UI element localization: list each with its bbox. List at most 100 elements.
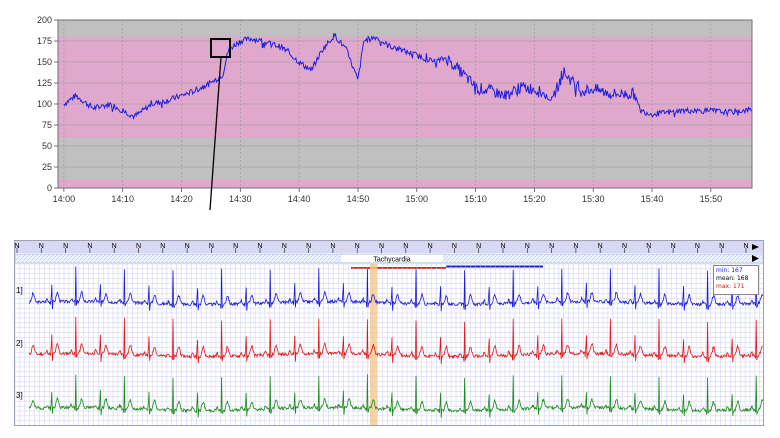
- tachycardia-event-label-box[interactable]: [341, 255, 443, 262]
- beat-label[interactable]: N: [500, 243, 505, 250]
- beat-label[interactable]: N: [549, 243, 554, 250]
- beat-label[interactable]: N: [209, 243, 214, 250]
- x-tick-label: 15:00: [405, 194, 428, 204]
- beat-label[interactable]: N: [185, 243, 190, 250]
- hatch-line: [256, 253, 267, 264]
- hatch-line: [244, 253, 255, 264]
- hatch-line: [144, 253, 155, 264]
- hatch-line: [588, 253, 599, 264]
- hatch-line: [740, 253, 751, 264]
- beat-label[interactable]: N: [646, 243, 651, 250]
- hatch-line: [88, 253, 99, 264]
- hatch-line: [68, 253, 79, 264]
- beat-label[interactable]: N: [428, 243, 433, 250]
- beat-label[interactable]: N: [87, 243, 92, 250]
- event-bar-scroll-arrow[interactable]: [752, 255, 759, 262]
- hatch-line: [624, 253, 635, 264]
- beat-label[interactable]: N: [476, 243, 481, 250]
- beat-label[interactable]: N: [330, 243, 335, 250]
- hatch-line: [252, 253, 263, 264]
- hatch-line: [196, 253, 207, 264]
- hatch-line: [508, 253, 519, 264]
- beat-label[interactable]: N: [743, 243, 748, 250]
- hatch-line: [680, 253, 691, 264]
- hatch-line: [24, 253, 35, 264]
- beat-label[interactable]: N: [525, 243, 530, 250]
- hatch-line: [320, 253, 331, 264]
- hatch-line: [180, 253, 191, 264]
- hatch-line: [156, 253, 167, 264]
- beat-annotation-bar: NNNNNNNNNNNNNNNNNNNNNNNNNNNNNNN: [15, 243, 749, 253]
- hatch-line: [500, 253, 511, 264]
- hatch-line: [228, 253, 239, 264]
- heart-rate-stats-box: min: 167 mean: 168 max: 171: [713, 265, 759, 295]
- beat-label[interactable]: N: [355, 243, 360, 250]
- beat-label[interactable]: N: [136, 243, 141, 250]
- hatch-line: [724, 253, 735, 264]
- x-tick-label: 14:30: [229, 194, 252, 204]
- hatch-line: [172, 253, 183, 264]
- heart-rate-line: [63, 32, 753, 121]
- beat-label[interactable]: N: [695, 243, 700, 250]
- hatch-line: [140, 253, 151, 264]
- beat-label[interactable]: N: [39, 243, 44, 250]
- hatch-line: [164, 253, 175, 264]
- hatch-line: [584, 253, 595, 264]
- hatch-line: [32, 253, 43, 264]
- x-tick-label: 15:40: [641, 194, 664, 204]
- beat-label[interactable]: N: [233, 243, 238, 250]
- hatch-line: [472, 253, 483, 264]
- hatch-line: [80, 253, 91, 264]
- x-tick-label: 15:10: [464, 194, 487, 204]
- hatch-line: [520, 253, 531, 264]
- hatch-line: [604, 253, 615, 264]
- beat-label[interactable]: N: [282, 243, 287, 250]
- x-axis-ticks: 14:00 14:10 14:20 14:30 14:40 14:50 15:00 15:10…: [53, 188, 722, 204]
- hatch-line: [476, 253, 487, 264]
- hatch-line: [324, 253, 335, 264]
- beat-label[interactable]: N: [671, 243, 676, 250]
- beat-label[interactable]: N: [719, 243, 724, 250]
- y-tick-label: 25: [42, 162, 52, 172]
- beat-label[interactable]: N: [573, 243, 578, 250]
- hatch-line: [328, 253, 339, 264]
- hatch-line: [272, 253, 283, 264]
- hatch-line: [224, 253, 235, 264]
- beat-label[interactable]: N: [452, 243, 457, 250]
- hatch-line: [304, 253, 315, 264]
- beat-label[interactable]: N: [112, 243, 117, 250]
- hatch-line: [760, 260, 763, 264]
- hatch-line: [720, 253, 731, 264]
- beat-label[interactable]: N: [63, 243, 68, 250]
- hatch-line: [596, 253, 607, 264]
- beat-label[interactable]: N: [403, 243, 408, 250]
- hatch-line: [15, 253, 19, 258]
- hatch-line: [592, 253, 603, 264]
- beat-label[interactable]: N: [598, 243, 603, 250]
- hatch-line: [548, 253, 559, 264]
- lead-label-2: 2]: [16, 339, 23, 348]
- beat-label[interactable]: N: [622, 243, 627, 250]
- hatch-line: [708, 253, 719, 264]
- hatch-line: [176, 253, 187, 264]
- beat-bar-scroll-arrow[interactable]: [752, 244, 759, 250]
- x-tick-label: 14:50: [347, 194, 370, 204]
- hatch-line: [568, 253, 579, 264]
- beat-label[interactable]: N: [379, 243, 384, 250]
- beat-label[interactable]: N: [306, 243, 311, 250]
- hatch-line: [124, 253, 135, 264]
- hatch-line: [504, 253, 515, 264]
- beat-label[interactable]: N: [15, 243, 20, 250]
- beat-label[interactable]: N: [160, 243, 165, 250]
- hatch-line: [600, 253, 611, 264]
- hatch-line: [696, 253, 707, 264]
- hatch-line: [580, 253, 591, 264]
- hatch-line: [192, 253, 203, 264]
- y-tick-label: 200: [37, 15, 52, 25]
- hatch-line: [116, 253, 127, 264]
- hatch-line: [208, 253, 219, 264]
- beat-label[interactable]: N: [257, 243, 262, 250]
- hatch-line: [76, 253, 87, 264]
- hatch-line: [620, 253, 631, 264]
